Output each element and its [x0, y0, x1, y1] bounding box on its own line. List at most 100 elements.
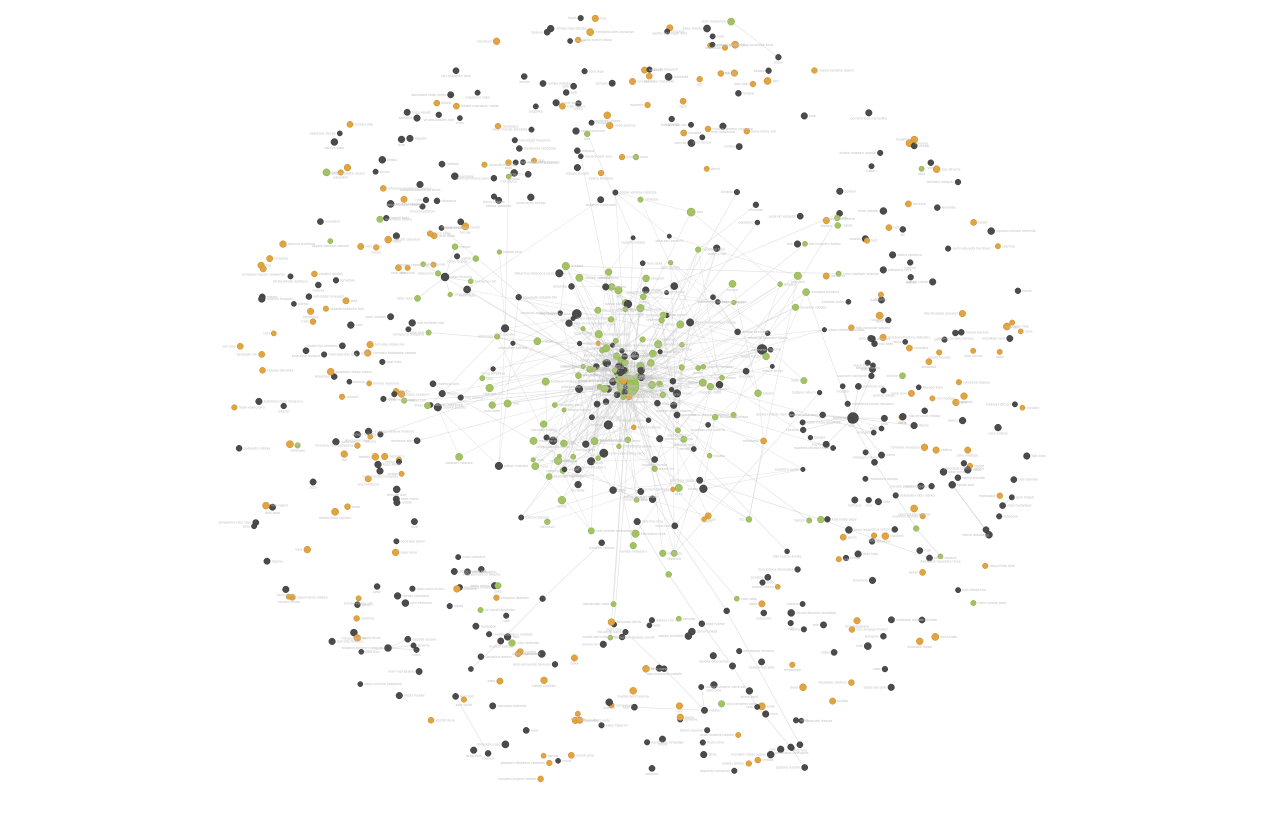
- graph-node[interactable]: [687, 139, 696, 147]
- graph-node[interactable]: [631, 376, 637, 382]
- graph-node[interactable]: [255, 397, 263, 405]
- graph-node[interactable]: [656, 435, 664, 443]
- graph-node[interactable]: [905, 200, 912, 208]
- graph-node[interactable]: [639, 336, 646, 343]
- graph-node[interactable]: [676, 713, 684, 721]
- graph-node[interactable]: [787, 609, 795, 617]
- graph-node[interactable]: [447, 291, 453, 298]
- graph-node[interactable]: [387, 313, 395, 321]
- graph-node[interactable]: [800, 112, 808, 120]
- graph-node[interactable]: [762, 710, 770, 718]
- graph-node[interactable]: [608, 79, 616, 87]
- graph-node[interactable]: [591, 366, 597, 372]
- graph-node[interactable]: [754, 219, 761, 226]
- graph-node[interactable]: [764, 573, 772, 581]
- graph-node[interactable]: [358, 648, 365, 655]
- graph-node[interactable]: [917, 482, 925, 490]
- graph-node[interactable]: [835, 270, 842, 277]
- graph-node[interactable]: [926, 554, 933, 562]
- graph-node[interactable]: [374, 460, 382, 469]
- graph-node[interactable]: [378, 156, 387, 164]
- graph-node[interactable]: [384, 235, 392, 244]
- graph-node[interactable]: [918, 616, 926, 624]
- graph-node[interactable]: [496, 249, 503, 255]
- graph-node[interactable]: [851, 496, 859, 504]
- graph-node[interactable]: [614, 286, 623, 295]
- graph-node[interactable]: [602, 398, 610, 405]
- graph-node[interactable]: [574, 480, 582, 489]
- graph-node[interactable]: [675, 702, 683, 710]
- graph-node[interactable]: [704, 125, 712, 133]
- graph-node[interactable]: [632, 153, 640, 161]
- graph-node[interactable]: [575, 385, 584, 393]
- graph-node[interactable]: [514, 650, 522, 658]
- graph-node[interactable]: [331, 507, 339, 516]
- graph-node[interactable]: [303, 545, 311, 554]
- graph-node[interactable]: [395, 264, 402, 272]
- graph-node[interactable]: [450, 568, 458, 575]
- graph-node[interactable]: [629, 687, 637, 695]
- graph-node[interactable]: [609, 486, 617, 494]
- graph-node[interactable]: [698, 684, 705, 690]
- graph-node[interactable]: [451, 172, 459, 180]
- graph-node[interactable]: [842, 554, 850, 562]
- graph-node[interactable]: [670, 401, 678, 409]
- graph-node[interactable]: [686, 318, 695, 327]
- graph-node[interactable]: [948, 481, 956, 489]
- graph-node[interactable]: [920, 443, 929, 451]
- graph-node[interactable]: [282, 585, 290, 593]
- graph-node[interactable]: [695, 246, 702, 253]
- graph-node[interactable]: [391, 548, 400, 557]
- graph-node[interactable]: [637, 373, 646, 382]
- graph-node[interactable]: [934, 204, 941, 211]
- graph-node[interactable]: [862, 449, 869, 456]
- graph-node[interactable]: [588, 119, 595, 126]
- graph-node[interactable]: [403, 108, 411, 116]
- graph-node[interactable]: [543, 28, 551, 36]
- graph-node[interactable]: [603, 359, 611, 368]
- graph-node[interactable]: [868, 372, 875, 380]
- graph-node[interactable]: [952, 398, 960, 407]
- graph-node[interactable]: [703, 24, 711, 33]
- graph-node[interactable]: [796, 741, 804, 749]
- graph-node[interactable]: [492, 37, 501, 45]
- graph-node[interactable]: [543, 434, 550, 441]
- graph-node[interactable]: [565, 319, 573, 327]
- graph-node[interactable]: [830, 649, 838, 656]
- graph-node[interactable]: [880, 632, 887, 640]
- graph-node[interactable]: [322, 168, 331, 177]
- graph-node[interactable]: [347, 321, 355, 329]
- graph-node[interactable]: [613, 391, 621, 399]
- graph-node[interactable]: [736, 648, 743, 655]
- graph-node[interactable]: [541, 377, 550, 386]
- graph-node[interactable]: [630, 351, 640, 361]
- graph-node[interactable]: [258, 295, 266, 303]
- graph-node[interactable]: [629, 78, 636, 85]
- graph-node[interactable]: [655, 664, 663, 672]
- graph-node[interactable]: [919, 513, 926, 520]
- graph-node[interactable]: [524, 170, 532, 178]
- graph-node[interactable]: [659, 311, 667, 319]
- graph-node[interactable]: [734, 328, 741, 336]
- graph-node[interactable]: [759, 579, 766, 586]
- graph-node[interactable]: [764, 330, 771, 336]
- graph-node[interactable]: [885, 224, 893, 231]
- graph-node[interactable]: [845, 526, 853, 534]
- graph-node[interactable]: [690, 446, 697, 452]
- graph-node[interactable]: [664, 290, 670, 296]
- graph-node[interactable]: [321, 351, 328, 358]
- graph-node[interactable]: [801, 764, 809, 771]
- graph-node[interactable]: [906, 344, 913, 352]
- graph-node[interactable]: [510, 340, 516, 346]
- graph-node[interactable]: [730, 69, 738, 77]
- graph-node[interactable]: [305, 293, 313, 300]
- graph-node[interactable]: [364, 349, 372, 357]
- graph-node[interactable]: [680, 129, 688, 137]
- graph-node[interactable]: [576, 716, 584, 724]
- graph-node[interactable]: [561, 262, 570, 271]
- graph-node[interactable]: [353, 350, 360, 357]
- graph-node[interactable]: [607, 618, 616, 626]
- graph-node[interactable]: [631, 424, 637, 431]
- graph-node[interactable]: [392, 232, 400, 240]
- graph-node[interactable]: [461, 222, 470, 231]
